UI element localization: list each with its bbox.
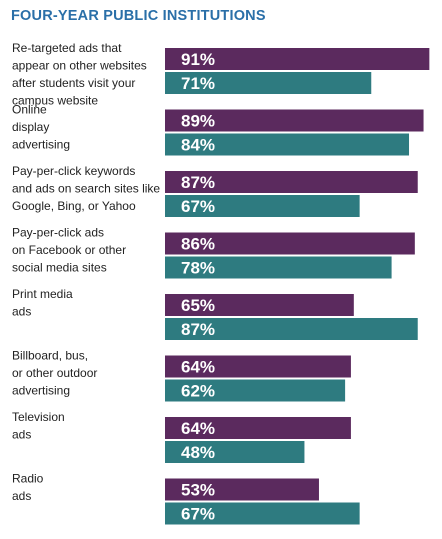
bar-value-label: 84% xyxy=(181,136,215,155)
bar-series-1 xyxy=(165,232,415,255)
category-label-line: Google, Bing, or Yahoo xyxy=(12,199,136,213)
bar-value-label: 67% xyxy=(181,505,215,524)
bar-value-label: 71% xyxy=(181,74,215,93)
bar-value-label: 64% xyxy=(181,358,215,377)
category-label-line: Print media xyxy=(12,287,73,301)
bar-value-label: 65% xyxy=(181,296,215,315)
category-group: Television ads 64% 48% xyxy=(12,410,351,463)
category-group: Billboard, bus, or other outdoor advertisi… xyxy=(12,349,351,402)
bar-series-2 xyxy=(165,133,410,156)
category-label-line: Pay-per-click ads xyxy=(12,226,104,240)
category-label-line: and ads on search sites like xyxy=(12,182,160,196)
category-label: Online display advertising xyxy=(12,103,70,152)
bar-value-label: 87% xyxy=(181,173,215,192)
category-label: Re-targeted ads that appear on other webs… xyxy=(12,41,147,108)
category-label-line: campus website xyxy=(12,94,98,108)
bar-value-label: 91% xyxy=(181,50,215,69)
bar-value-label: 67% xyxy=(181,197,215,216)
category-label-line: Television xyxy=(12,410,65,424)
category-group: Pay-per-click ads on Facebook or other soc… xyxy=(12,226,415,279)
category-label-line: after students visit your xyxy=(12,76,135,90)
bar-value-label: 64% xyxy=(181,419,215,438)
category-label: Pay-per-click ads on Facebook or other soc… xyxy=(12,226,126,275)
category-label-line: advertising xyxy=(12,138,70,152)
bar-series-1 xyxy=(165,355,351,378)
bar-value-label: 48% xyxy=(181,443,215,462)
category-group: Re-targeted ads that appear on other webs… xyxy=(12,41,430,108)
category-label-line: ads xyxy=(12,305,31,319)
category-label-line: appear on other websites xyxy=(12,59,147,73)
category-label-line: or other outdoor xyxy=(12,366,97,380)
bar-value-label: 53% xyxy=(181,481,215,500)
category-group: Pay-per-click keywords and ads on search … xyxy=(12,164,418,217)
bar-series-1 xyxy=(165,109,424,132)
bar-series-2 xyxy=(165,441,305,463)
category-label-line: Pay-per-click keywords xyxy=(12,164,135,178)
category-label-line: Re-targeted ads that xyxy=(12,41,122,55)
category-label-line: advertising xyxy=(12,384,70,398)
bar-series-2 xyxy=(165,195,360,217)
bar-series-2 xyxy=(165,256,392,279)
bar-series-2 xyxy=(165,379,346,402)
category-label: Pay-per-click keywords and ads on search … xyxy=(12,164,160,213)
bar-value-label: 62% xyxy=(181,382,215,401)
bar-series-2 xyxy=(165,502,360,525)
category-label-line: social media sites xyxy=(12,261,107,275)
bar-value-label: 86% xyxy=(181,235,215,254)
bar-series-2 xyxy=(165,72,372,94)
category-label-line: Radio xyxy=(12,472,44,486)
category-group: Online display advertising 89% 84% xyxy=(12,103,424,156)
category-label: Radio ads xyxy=(12,472,44,504)
category-group: Print media ads 65% 87% xyxy=(12,287,418,340)
bar-value-label: 89% xyxy=(181,112,215,131)
bar-series-1 xyxy=(165,48,430,70)
bar-series-1 xyxy=(165,478,319,501)
category-label-line: display xyxy=(12,120,49,134)
category-label: Television ads xyxy=(12,410,65,442)
category-label-line: Billboard, bus, xyxy=(12,349,88,363)
bar-series-1 xyxy=(165,294,354,316)
category-label-line: on Facebook or other xyxy=(12,243,126,257)
category-group: Radio ads 53% 67% xyxy=(12,472,360,525)
category-label-line: ads xyxy=(12,428,31,442)
chart-title: FOUR-YEAR PUBLIC INSTITUTIONS xyxy=(11,8,266,24)
bar-series-1 xyxy=(165,417,351,439)
bar-value-label: 78% xyxy=(181,259,215,278)
bar-series-1 xyxy=(165,171,418,193)
category-label: Print media ads xyxy=(12,287,73,319)
category-label-line: ads xyxy=(12,489,31,503)
bar-series-2 xyxy=(165,318,418,340)
category-label-line: Online xyxy=(12,103,47,117)
bar-value-label: 87% xyxy=(181,320,215,339)
category-label: Billboard, bus, or other outdoor advertisi… xyxy=(12,349,97,398)
